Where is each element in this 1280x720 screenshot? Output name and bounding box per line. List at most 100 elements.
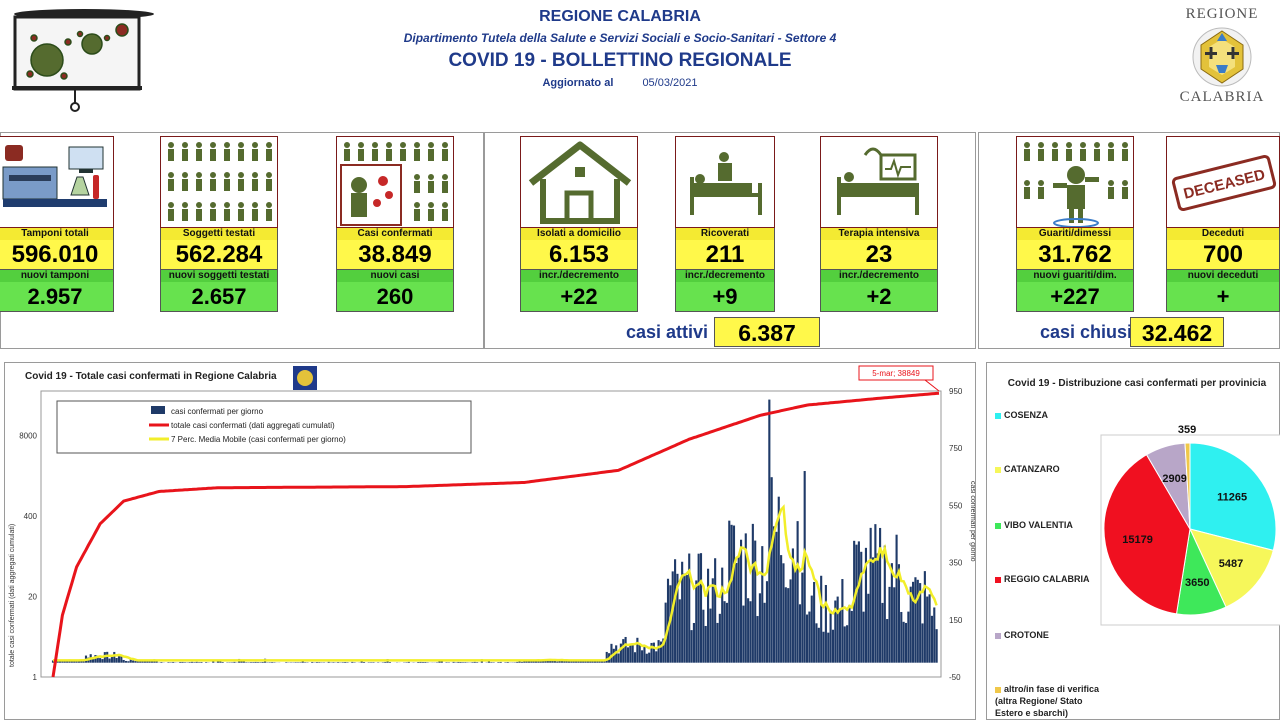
daily-bar	[476, 662, 479, 663]
daily-bar	[464, 662, 467, 663]
daily-bar	[914, 577, 917, 663]
daily-bar	[195, 661, 198, 663]
daily-bar	[723, 601, 726, 663]
daily-bar	[867, 593, 870, 663]
card-value: 23	[820, 240, 938, 270]
chart-title: Covid 19 - Totale casi confermati in Reg…	[25, 371, 277, 382]
daily-bar	[122, 659, 125, 663]
daily-bar	[610, 643, 613, 663]
card-casi-confermati: Casi confermati 38.849 nuovi casi 260	[336, 136, 454, 312]
card-value-secondary: 260	[336, 282, 454, 312]
daily-bar	[108, 658, 111, 663]
province-legend-item: COSENZA	[995, 409, 1095, 421]
daily-bar	[754, 540, 757, 663]
bulletin-title: COVID 19 - BOLLETTINO REGIONALE	[448, 50, 792, 71]
province-name: REGGIO CALABRIA	[1004, 574, 1090, 584]
daily-bar	[553, 660, 556, 663]
card-label: Terapia intensiva	[820, 228, 938, 240]
daily-bar	[311, 661, 314, 663]
daily-bar	[190, 661, 194, 663]
daily-bar	[916, 579, 919, 663]
daily-bar	[831, 629, 835, 663]
daily-bar	[702, 609, 705, 663]
province-pie-chart: 11265 5487 3650 15179 2909 359	[1100, 424, 1280, 626]
daily-bar	[150, 661, 154, 663]
daily-bar	[749, 601, 752, 663]
daily-bar	[94, 655, 97, 663]
right-axis-label: casi confermati per giorno	[969, 481, 975, 562]
daily-bar	[120, 655, 123, 663]
card-label-secondary: incr./decremento	[520, 270, 638, 282]
card-label: Guariti/dimessi	[1016, 228, 1134, 240]
province-legend-item: CATANZARO	[995, 463, 1095, 475]
pie-slice	[1103, 454, 1191, 615]
daily-bar	[808, 611, 811, 663]
updated-line: Aggiornato al 05/03/2021	[380, 77, 860, 89]
daily-bar	[75, 660, 78, 663]
daily-bar	[732, 525, 736, 663]
daily-bar	[579, 661, 582, 663]
daily-bar	[900, 611, 903, 663]
daily-bar	[846, 625, 849, 663]
daily-bar	[666, 578, 670, 663]
daily-bar	[388, 662, 392, 663]
daily-bar	[652, 642, 655, 663]
daily-bar	[751, 523, 754, 663]
daily-bar	[256, 662, 260, 663]
daily-bar	[813, 581, 816, 663]
daily-bar	[424, 662, 427, 663]
daily-bar	[82, 661, 85, 663]
daily-bar	[714, 558, 717, 663]
pie-slice-label: 15179	[1122, 534, 1153, 546]
left-axis-label: totale casi confermati (dati aggregati c…	[9, 524, 16, 667]
card-value: 596.010	[0, 240, 114, 270]
daily-bar	[134, 661, 137, 663]
daily-bar	[772, 526, 776, 663]
daily-bar	[638, 644, 641, 663]
daily-bar	[146, 660, 149, 663]
card-ricoverati: Ricoverati 211 incr./decremento +9	[675, 136, 775, 312]
daily-bar	[525, 661, 528, 663]
daily-bar	[452, 661, 455, 663]
province-name: VIBO VALENTIA	[1004, 520, 1073, 530]
region-title: REGIONE CALABRIA	[539, 8, 701, 25]
daily-bar	[315, 662, 318, 663]
pie-slice-label: 11265	[1217, 491, 1247, 503]
daily-bar	[801, 572, 804, 663]
card-value-secondary: +2	[820, 282, 938, 312]
daily-bar	[252, 662, 255, 663]
hospital-bed-icon	[690, 152, 762, 215]
card-picture: DECEASED	[1166, 136, 1280, 228]
logo-line1: REGIONE	[1185, 6, 1259, 22]
card-label-secondary: incr./decremento	[675, 270, 775, 282]
pie-slice	[1189, 528, 1274, 608]
daily-bar	[737, 555, 740, 663]
daily-bar	[876, 553, 879, 663]
daily-bar	[549, 659, 552, 663]
card-label-secondary: incr./decremento	[820, 270, 938, 282]
daily-bar	[471, 662, 474, 663]
daily-bar	[709, 608, 712, 663]
daily-bar	[834, 600, 837, 663]
daily-bar	[332, 662, 335, 663]
lab-equipment-icon	[2, 145, 107, 207]
casi-chiusi-value: 32.462	[1130, 317, 1224, 347]
daily-bar	[841, 579, 844, 663]
daily-bar	[857, 541, 860, 663]
daily-bar	[417, 661, 420, 663]
daily-bar	[650, 642, 653, 663]
daily-bar	[261, 661, 264, 663]
daily-bar	[822, 631, 825, 663]
card-picture	[160, 136, 278, 228]
daily-bar	[796, 521, 799, 663]
daily-bar	[871, 557, 875, 663]
daily-bar	[132, 660, 135, 663]
daily-bar	[699, 553, 703, 663]
daily-bar	[869, 527, 872, 663]
legend-swatch	[995, 632, 1001, 639]
daily-bar	[893, 587, 896, 663]
daily-bar	[626, 647, 630, 663]
pie-title: Covid 19 - Distribuzione casi confermati…	[1007, 378, 1267, 389]
card-picture	[336, 136, 454, 228]
province-legend-item: VIBO VALENTIA	[995, 519, 1095, 531]
